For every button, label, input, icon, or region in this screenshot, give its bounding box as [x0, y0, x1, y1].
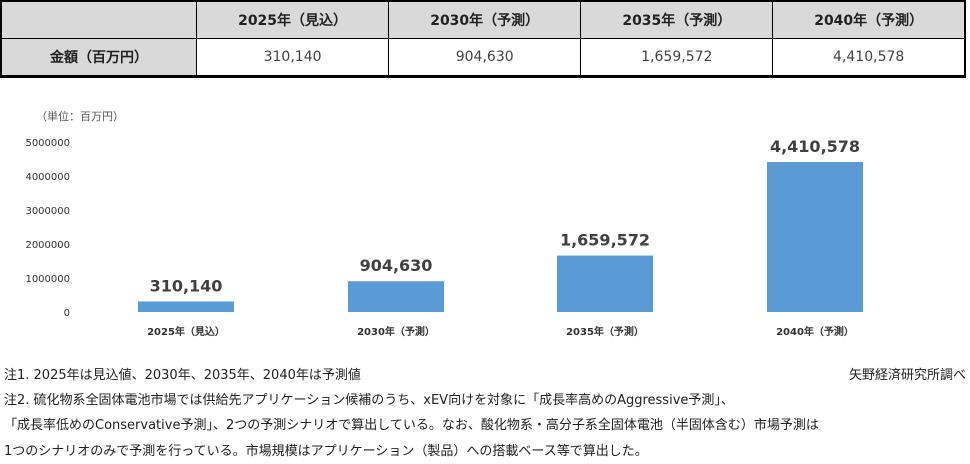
bar	[348, 281, 444, 312]
bar	[767, 162, 863, 312]
bar-chart: （単位：百万円） 0 1000000 2000000 3000000 4000000 50…	[25, 109, 863, 338]
header-cell: 2035年（予測）	[580, 0, 774, 39]
row-label: 金額（百万円）	[0, 38, 197, 77]
x-tick-label: 2035年（予測）	[566, 325, 644, 338]
data-label: 4,410,578	[770, 137, 860, 156]
note-2-line-2: 「成長率低めのConservative予測」、2つの予測シナリオで算出している。…	[4, 418, 819, 433]
data-label: 1,659,572	[560, 231, 650, 250]
x-tick-label: 2025年（見込）	[147, 325, 225, 338]
y-tick-label: 2000000	[25, 240, 70, 251]
x-tick-label: 2040年（予測）	[776, 325, 854, 338]
y-tick-label: 1000000	[25, 274, 70, 285]
market-size-table: 2025年（見込） 2030年（予測） 2035年（予測） 2040年（予測） …	[0, 0, 966, 78]
value-cell: 1,659,572	[580, 38, 774, 77]
note-2-line-1: 注2. 硫化物系全固体電池市場では供給先アプリケーション候補のうち、xEV向けを…	[4, 393, 734, 408]
header-cell: 2030年（予測）	[388, 0, 582, 39]
note-1: 注1. 2025年は見込値、2030年、2035年、2040年は予測値	[4, 368, 361, 383]
y-tick-label: 3000000	[25, 206, 70, 217]
table-header-row: 2025年（見込） 2030年（予測） 2035年（予測） 2040年（予測）	[0, 0, 966, 39]
value-cell: 904,630	[388, 38, 582, 77]
y-tick-label: 0	[64, 308, 70, 319]
bar	[138, 301, 234, 312]
value-cell: 4,410,578	[772, 38, 966, 77]
source-credit: 矢野経済研究所調べ	[848, 368, 966, 383]
table-row: 金額（百万円） 310,140 904,630 1,659,572 4,410,…	[0, 38, 966, 77]
unit-label: （単位：百万円）	[36, 109, 124, 123]
value-cell: 310,140	[195, 38, 390, 77]
header-cell	[0, 0, 197, 39]
data-label: 904,630	[360, 256, 433, 275]
header-cell: 2040年（予測）	[772, 0, 966, 39]
y-tick-label: 4000000	[25, 172, 70, 183]
bar	[557, 255, 653, 312]
data-label: 310,140	[150, 276, 223, 295]
note-2-line-3: 1つのシナリオのみで予測を行っている。市場規模はアプリケーション（製品）への搭載…	[4, 444, 648, 459]
y-tick-label: 5000000	[25, 138, 70, 149]
x-tick-label: 2030年（予測）	[357, 325, 435, 338]
header-cell: 2025年（見込）	[195, 0, 390, 39]
